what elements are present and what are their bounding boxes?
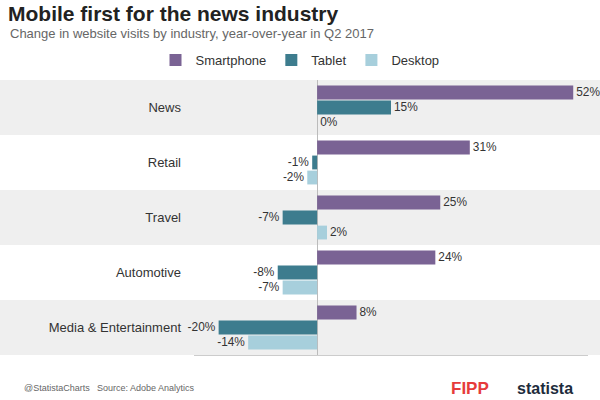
svg-text:31%: 31% xyxy=(473,140,497,154)
svg-text:Travel: Travel xyxy=(145,210,181,225)
svg-text:0%: 0% xyxy=(320,115,338,129)
svg-text:Retail: Retail xyxy=(148,155,181,170)
svg-text:Mobile first for the news indu: Mobile first for the news industry xyxy=(8,2,339,25)
svg-text:Smartphone: Smartphone xyxy=(196,53,267,68)
svg-text:Desktop: Desktop xyxy=(391,53,439,68)
svg-text:@StatistaCharts: @StatistaCharts xyxy=(24,383,90,393)
svg-text:statista: statista xyxy=(517,380,573,397)
svg-text:2%: 2% xyxy=(330,225,348,239)
svg-text:Tablet: Tablet xyxy=(311,53,346,68)
svg-text:FIPP: FIPP xyxy=(451,379,489,398)
svg-text:Source: Adobe Analytics: Source: Adobe Analytics xyxy=(97,383,195,393)
svg-text:-7%: -7% xyxy=(258,210,280,224)
svg-text:-1%: -1% xyxy=(288,155,310,169)
svg-text:15%: 15% xyxy=(394,100,418,114)
svg-text:8%: 8% xyxy=(360,305,378,319)
svg-text:-7%: -7% xyxy=(258,280,280,294)
svg-text:52%: 52% xyxy=(576,85,600,99)
svg-text:25%: 25% xyxy=(443,195,467,209)
svg-text:-20%: -20% xyxy=(188,320,216,334)
svg-text:-14%: -14% xyxy=(217,335,245,349)
svg-text:Change in website visits by in: Change in website visits by industry, ye… xyxy=(10,26,374,41)
svg-text:Automotive: Automotive xyxy=(116,265,181,280)
svg-text:Media & Entertainment: Media & Entertainment xyxy=(49,320,182,335)
svg-text:24%: 24% xyxy=(438,250,462,264)
svg-text:News: News xyxy=(148,100,181,115)
svg-text:-2%: -2% xyxy=(283,170,305,184)
svg-text:-8%: -8% xyxy=(253,265,275,279)
